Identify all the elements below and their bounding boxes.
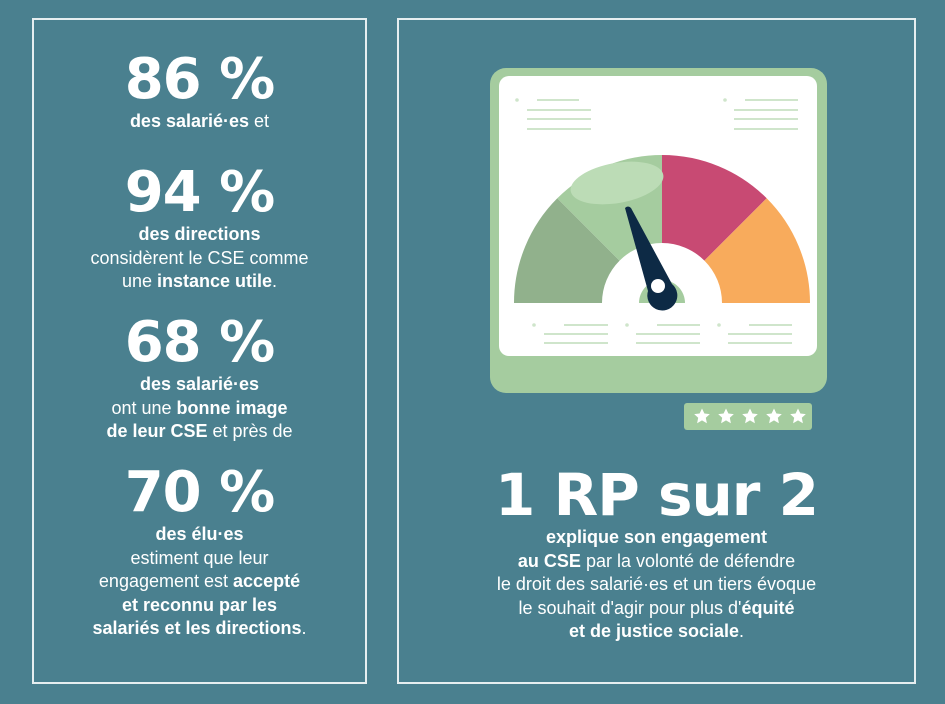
caption-line: et de justice sociale. <box>568 621 745 641</box>
rp-headline: 1 RP sur 2 <box>495 461 819 529</box>
stat-70: 70 % des élu·es estiment que leur engageme… <box>34 463 365 641</box>
caption-line: considèrent le CSE comme <box>90 247 309 268</box>
stat-caption: des salarié·es et <box>34 110 365 134</box>
caption-line: salariés et les directions. <box>92 618 307 638</box>
caption-line: des salarié·es et <box>129 111 270 131</box>
stat-value: 86 % <box>124 47 276 112</box>
stat-value: 70 % <box>124 460 276 525</box>
stat-caption: des élu·es estiment que leur engagement es… <box>34 523 365 641</box>
stat-94: 94 % des directions considèrent le CSE co… <box>34 163 365 294</box>
caption-line: des salarié·es <box>139 374 260 394</box>
right-highlight-panel: 1 RP sur 2 explique son engagement au CSE… <box>397 18 916 684</box>
caption-line: une instance utile. <box>121 271 278 291</box>
rp-caption: explique son engagement au CSE par la vol… <box>399 526 914 644</box>
gauge-segments <box>514 154 810 303</box>
gauge-needle <box>625 206 678 311</box>
placeholder-lines-icon <box>515 98 798 344</box>
caption-line: ont une bonne image <box>111 397 288 418</box>
caption-line: explique son engagement <box>545 527 768 547</box>
stat-value: 68 % <box>124 310 276 375</box>
caption-line: des élu·es <box>155 524 244 544</box>
caption-line: engagement est accepté <box>98 571 301 591</box>
caption-line: de leur CSE et près de <box>106 421 293 441</box>
stat-68: 68 % des salarié·es ont une bonne image de… <box>34 313 365 444</box>
stat-caption: des directions considèrent le CSE comme un… <box>34 223 365 294</box>
stat-86: 86 % des salarié·es et <box>34 50 365 134</box>
caption-line: le droit des salarié·es et un tiers évoq… <box>496 574 817 594</box>
caption-line: au CSE par la volonté de défendre <box>517 550 796 571</box>
gauge-meter-icon <box>490 68 827 430</box>
caption-line: et reconnu par les <box>121 594 278 615</box>
caption-line: le souhait d'agir pour plus d'équité <box>518 597 795 618</box>
left-stats-panel: 86 % des salarié·es et 94 % des directio… <box>32 18 367 684</box>
star-icons <box>694 408 806 424</box>
caption-line: estiment que leur <box>130 547 269 568</box>
stat-caption: des salarié·es ont une bonne image de leur… <box>34 373 365 444</box>
stat-value: 94 % <box>124 160 276 225</box>
caption-line: des directions <box>138 224 261 244</box>
rp-stat: 1 RP sur 2 explique son engagement au CSE… <box>399 464 914 644</box>
